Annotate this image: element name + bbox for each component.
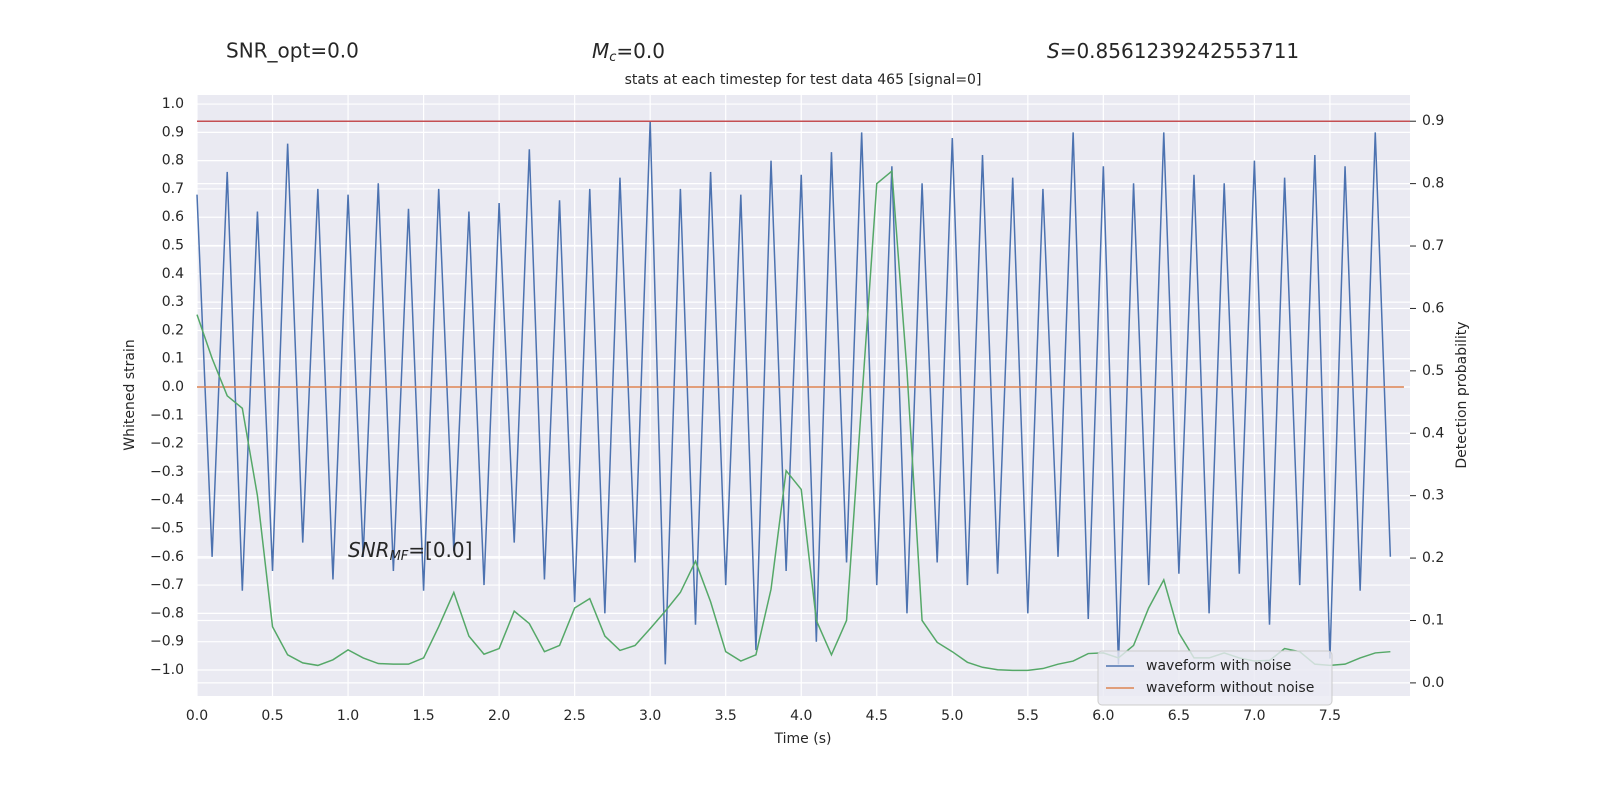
y-axis-label: Whitened strain (122, 339, 138, 450)
y-tick-label: −0.6 (150, 549, 184, 565)
x-tick-label: 0.0 (186, 708, 208, 724)
x-tick-label: 7.5 (1319, 708, 1341, 724)
legend-label: waveform without noise (1146, 680, 1314, 696)
x-axis-label: Time (s) (774, 731, 832, 747)
y-tick-label: −0.7 (150, 577, 184, 593)
x-tick-label: 3.5 (715, 708, 737, 724)
y2-tick-label: 0.9 (1422, 113, 1444, 129)
y-tick-label: 0.8 (162, 153, 184, 169)
y2-tick-label: 0.1 (1422, 612, 1444, 628)
y-tick-label: −0.8 (150, 605, 184, 621)
y-tick-label: 0.3 (162, 294, 184, 310)
y-tick-label: 0.9 (162, 124, 184, 140)
y2-tick-label: 0.5 (1422, 363, 1444, 379)
y2-axis-label: Detection probability (1454, 321, 1470, 468)
y-tick-label: 0.4 (162, 266, 184, 282)
y2-tick-label: 0.2 (1422, 550, 1444, 566)
chart-title: stats at each timestep for test data 465… (625, 72, 982, 88)
x-tick-label: 1.5 (412, 708, 434, 724)
y2-tick-label: 0.4 (1422, 425, 1444, 441)
x-tick-label: 3.0 (639, 708, 661, 724)
series-line (196, 121, 1392, 665)
y-tick-label: 0.7 (162, 181, 184, 197)
y2-tick-label: 0.8 (1422, 176, 1444, 192)
y2-tick-label: 0.6 (1422, 300, 1444, 316)
y2-tick-label: 0.0 (1422, 675, 1444, 691)
y2-tick-label: 0.7 (1422, 238, 1444, 254)
x-tick-label: 2.5 (564, 708, 586, 724)
x-tick-label: 1.0 (337, 708, 359, 724)
y-tick-label: −0.9 (150, 634, 184, 650)
statistic: S=0.8561239242553711 (1047, 39, 1299, 63)
snr-opt: SNR_opt=0.0 (226, 39, 359, 63)
y-tick-label: −1.0 (150, 662, 184, 678)
x-tick-label: 2.0 (488, 708, 510, 724)
y-tick-label: −0.1 (150, 407, 184, 423)
y2-tick-label: 0.3 (1422, 488, 1444, 504)
y-tick-label: 1.0 (162, 96, 184, 112)
x-tick-label: 5.0 (941, 708, 963, 724)
y-tick-label: 0.2 (162, 322, 184, 338)
x-tick-label: 6.0 (1092, 708, 1114, 724)
x-tick-label: 5.5 (1017, 708, 1039, 724)
legend: waveform with noise waveform without nois… (1097, 650, 1333, 706)
x-tick-label: 4.5 (866, 708, 888, 724)
x-tick-label: 6.5 (1168, 708, 1190, 724)
y-tick-label: 0.6 (162, 209, 184, 225)
chirp-mass: Mc=0.0 (592, 39, 665, 65)
x-tick-label: 0.5 (261, 708, 283, 724)
y-tick-label: −0.3 (150, 464, 184, 480)
x-tick-label: 4.0 (790, 708, 812, 724)
legend-label: waveform with noise (1146, 658, 1291, 674)
y-tick-label: −0.2 (150, 436, 184, 452)
x-tick-label: 7.0 (1243, 708, 1265, 724)
y-tick-label: 0.1 (162, 351, 184, 367)
y-tick-label: −0.4 (150, 492, 184, 508)
y-tick-label: −0.5 (150, 520, 184, 536)
y-tick-label: 0.5 (162, 238, 184, 254)
snr-mf-annotation: SNRMF=[0.0] (348, 538, 472, 564)
y-tick-label: 0.0 (162, 379, 184, 395)
legend-box (1097, 650, 1333, 706)
